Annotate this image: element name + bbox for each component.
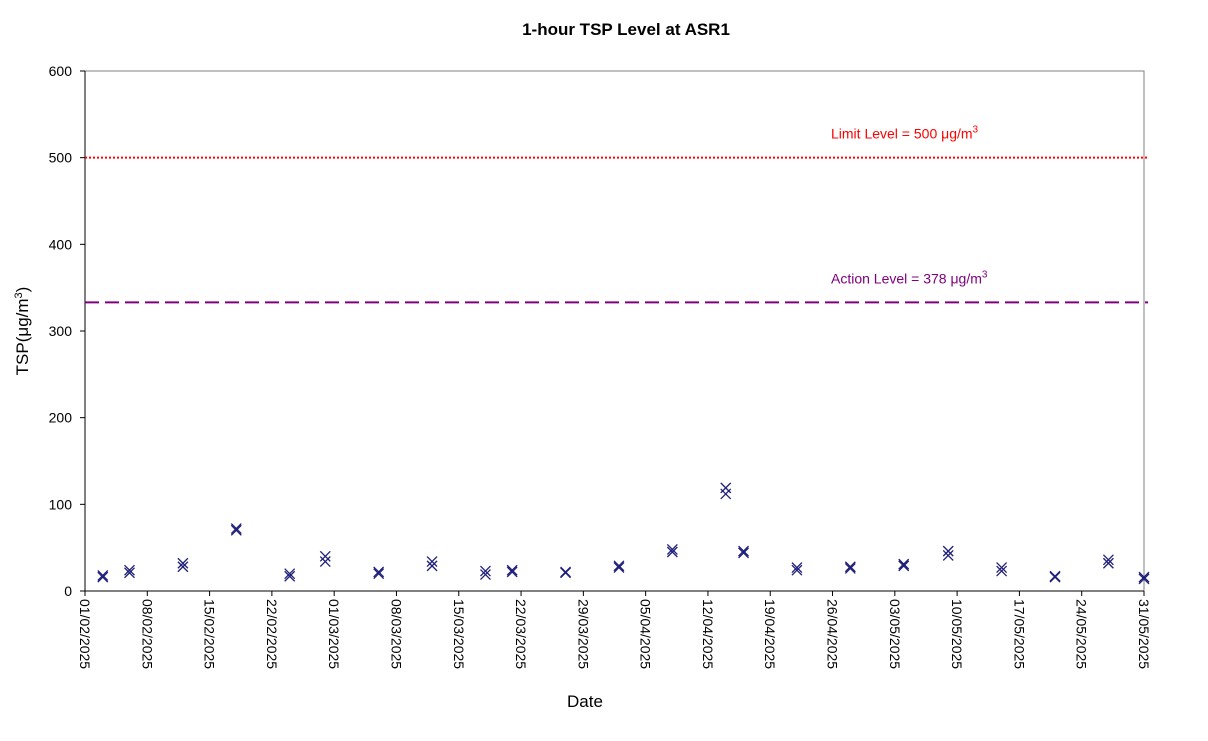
data-point (230, 524, 242, 536)
data-point (177, 557, 189, 569)
data-point (1049, 571, 1061, 583)
reference-line-label-text: Limit Level = 500 (831, 126, 941, 142)
data-point (319, 550, 331, 562)
y-tick-label: 300 (49, 323, 73, 339)
data-point (177, 561, 189, 573)
data-point (373, 566, 385, 578)
y-tick-label: 500 (49, 150, 73, 166)
data-point (996, 562, 1008, 574)
chart-title: 1-hour TSP Level at ASR1 (522, 20, 730, 39)
y-axis-label-sup: 3 (13, 292, 25, 298)
y-tick-label: 200 (49, 410, 73, 426)
data-point (506, 564, 518, 576)
x-tick-label: 26/04/2025 (825, 599, 841, 669)
data-point (666, 546, 678, 558)
data-point (560, 567, 572, 579)
data-point (319, 556, 331, 567)
x-axis-label: Date (567, 692, 603, 711)
data-point (720, 488, 732, 500)
x-tick-label: 12/04/2025 (700, 599, 716, 669)
x-tick-label: 22/03/2025 (513, 599, 529, 669)
data-point (284, 570, 296, 582)
x-tick-label: 08/02/2025 (139, 599, 155, 669)
x-tick-label: 15/03/2025 (451, 599, 467, 669)
x-tick-label: 01/02/2025 (77, 599, 93, 669)
x-tick-label: 08/03/2025 (388, 599, 404, 669)
x-tick-label: 19/04/2025 (762, 599, 778, 669)
data-point (996, 565, 1008, 577)
y-axis-label-main: TSP( (13, 336, 32, 375)
data-point (898, 560, 910, 572)
data-point (844, 561, 856, 573)
data-point (738, 545, 749, 557)
data-point (844, 563, 856, 574)
data-point (791, 564, 803, 576)
x-tick-label: 01/03/2025 (326, 599, 342, 669)
reference-line-label-text: Action Level = 378 (831, 270, 950, 286)
y-tick-label: 100 (49, 496, 73, 512)
y-axis: 0 100 200 300 400 500 600 (49, 63, 86, 599)
x-axis: 01/02/2025 08/02/2025 15/02/2025 22/02/2025… (77, 590, 1152, 669)
y-tick-label: 0 (64, 583, 72, 599)
data-point (942, 550, 954, 561)
data-point (426, 560, 438, 572)
data-point (373, 568, 385, 580)
data-point (1138, 573, 1150, 585)
reference-line-label: Action Level = 378 μg/m3 (831, 269, 988, 286)
data-point (506, 566, 518, 578)
y-axis-label-unit: μg/m (13, 298, 32, 336)
y-tick-label: 600 (49, 63, 73, 79)
data-point (791, 562, 803, 574)
data-point (284, 568, 296, 580)
x-tick-label: 29/03/2025 (575, 599, 591, 669)
reference-line-label-unit: μg/m (950, 270, 981, 286)
x-tick-label: 15/02/2025 (202, 599, 218, 669)
reference-line-label-sup: 3 (982, 269, 988, 280)
plot-area (84, 70, 1145, 592)
data-point (898, 558, 910, 570)
x-tick-label: 17/05/2025 (1011, 599, 1027, 669)
x-tick-label: 10/05/2025 (949, 599, 965, 669)
reference-line-label-sup: 3 (973, 125, 979, 136)
data-point (97, 571, 109, 583)
data-point (738, 547, 749, 559)
data-point (124, 567, 135, 579)
data-point (230, 523, 242, 535)
data-point (124, 564, 135, 576)
reference-line-label-unit: μg/m (941, 126, 972, 142)
y-axis-label: TSP(μg/m3) (13, 287, 32, 376)
data-point (1138, 571, 1150, 583)
data-point (1102, 557, 1114, 569)
x-tick-label: 22/02/2025 (264, 599, 280, 669)
data-point (480, 565, 491, 577)
data-point (97, 569, 109, 581)
x-tick-label: 24/05/2025 (1074, 599, 1090, 669)
x-tick-label: 03/05/2025 (887, 599, 903, 669)
data-point (613, 560, 625, 572)
data-point (480, 569, 491, 580)
data-point (666, 543, 678, 555)
x-tick-label: 31/05/2025 (1136, 599, 1152, 669)
data-points (97, 482, 1150, 585)
reference-line-label: Limit Level = 500 μg/m3 (831, 125, 979, 142)
data-point (942, 545, 954, 557)
x-tick-label: 05/04/2025 (638, 599, 654, 669)
data-point (426, 556, 438, 567)
y-tick-label: 400 (49, 236, 73, 252)
y-axis-label-close: ) (13, 287, 32, 293)
data-point (613, 562, 625, 574)
data-point (1102, 554, 1114, 566)
